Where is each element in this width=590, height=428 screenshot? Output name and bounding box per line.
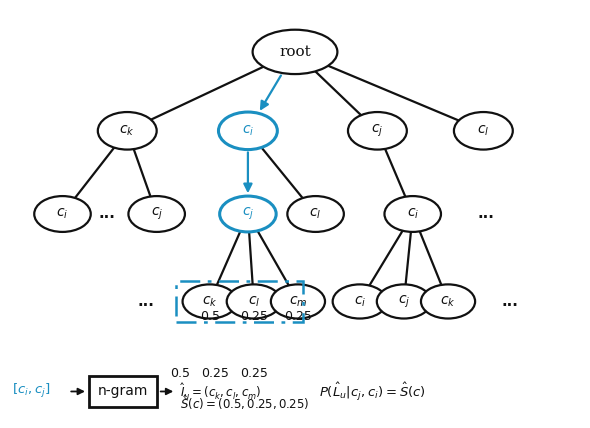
Ellipse shape: [333, 284, 387, 318]
Text: 0.25: 0.25: [240, 310, 268, 323]
Text: n-gram: n-gram: [97, 384, 148, 398]
Ellipse shape: [227, 284, 281, 318]
Text: $c_{m}$: $c_{m}$: [289, 294, 307, 309]
Text: $c_{j}$: $c_{j}$: [242, 206, 254, 222]
Ellipse shape: [271, 284, 325, 318]
Ellipse shape: [348, 112, 407, 149]
Text: $c_{l}$: $c_{l}$: [477, 124, 490, 138]
Ellipse shape: [454, 112, 513, 149]
Ellipse shape: [34, 196, 91, 232]
Text: 0.5: 0.5: [171, 367, 190, 380]
Text: 0.25: 0.25: [202, 367, 230, 380]
Text: $c_{k}$: $c_{k}$: [440, 294, 456, 309]
Text: $c_{l}$: $c_{l}$: [248, 294, 260, 309]
Text: 0.25: 0.25: [240, 367, 268, 380]
Text: ...: ...: [98, 206, 115, 222]
Ellipse shape: [218, 112, 277, 149]
Text: $[c_i, c_j]$: $[c_i, c_j]$: [12, 383, 51, 401]
Ellipse shape: [129, 196, 185, 232]
Text: $c_{i}$: $c_{i}$: [242, 124, 254, 138]
Text: ...: ...: [478, 206, 495, 222]
Ellipse shape: [253, 30, 337, 74]
Ellipse shape: [377, 284, 431, 318]
Ellipse shape: [287, 196, 344, 232]
Text: ...: ...: [502, 294, 518, 309]
Bar: [176, 280, 303, 321]
Text: $c_{i}$: $c_{i}$: [353, 294, 366, 309]
Text: ...: ...: [137, 294, 155, 309]
Ellipse shape: [98, 112, 157, 149]
Ellipse shape: [219, 196, 276, 232]
Ellipse shape: [421, 284, 475, 318]
Text: $c_{i}$: $c_{i}$: [407, 207, 419, 221]
Text: 0.5: 0.5: [200, 310, 220, 323]
Ellipse shape: [182, 284, 237, 318]
Text: root: root: [279, 45, 311, 59]
Text: $c_{k}$: $c_{k}$: [119, 124, 135, 138]
Text: $\hat{S}(c) = (0.5, 0.25, 0.25)$: $\hat{S}(c) = (0.5, 0.25, 0.25)$: [180, 393, 310, 412]
Text: $P(\hat{L}_u|c_j, c_i) = \hat{S}(c)$: $P(\hat{L}_u|c_j, c_i) = \hat{S}(c)$: [319, 381, 425, 404]
Text: $c_{j}$: $c_{j}$: [398, 293, 410, 309]
Text: $c_{l}$: $c_{l}$: [310, 207, 322, 221]
Text: $\hat{I}_u = (c_k, c_l, c_m)$: $\hat{I}_u = (c_k, c_l, c_m)$: [180, 382, 261, 402]
Bar: [89, 376, 157, 407]
Text: $c_{k}$: $c_{k}$: [202, 294, 218, 309]
Text: $c_{i}$: $c_{i}$: [57, 207, 68, 221]
Text: 0.25: 0.25: [284, 310, 312, 323]
Ellipse shape: [385, 196, 441, 232]
Text: $c_{j}$: $c_{j}$: [371, 123, 384, 139]
Text: $c_{j}$: $c_{j}$: [150, 206, 163, 222]
